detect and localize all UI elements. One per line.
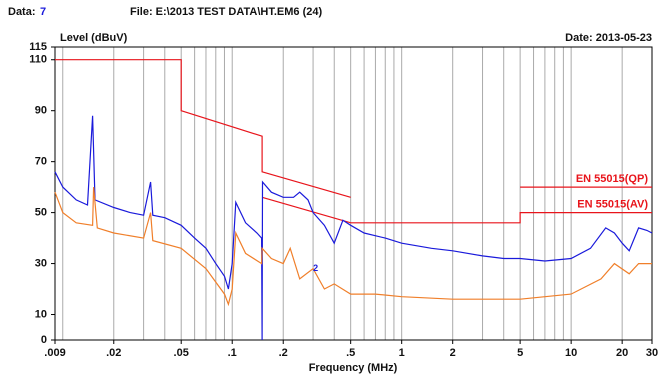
series-line [54,115,653,341]
y-tick-label: 30 [35,257,47,269]
y-tick-label: 70 [35,156,47,168]
x-tick-label: .5 [346,347,355,359]
x-tick-label: 30 [646,347,658,359]
x-tick-label: .2 [279,347,288,359]
header-data-label: Data: [8,6,36,18]
y-tick-label: 115 [29,41,47,53]
series-line [55,59,652,198]
limit-label: EN 55015(QP) [576,173,648,185]
plot-frame [54,46,653,341]
y-tick-label: 90 [35,105,47,117]
marker-label: 2 [313,263,318,273]
y-tick-label: 0 [41,334,47,346]
x-tick-label: 5 [517,347,523,359]
x-tick-label: .05 [174,347,189,359]
y-tick-label: 110 [29,54,47,66]
y-tick-label: 50 [35,207,47,219]
x-tick-label: .02 [106,347,121,359]
x-tick-label: .009 [44,347,65,359]
series-line [261,196,652,224]
x-axis-label: Frequency (MHz) [309,362,398,374]
x-tick-label: 20 [616,347,628,359]
header-data-value: 7 [40,6,46,18]
y-axis-label: Level (dBuV) [60,32,128,44]
y-tick-label: 10 [35,308,47,320]
x-tick-label: 1 [399,347,405,359]
header-file: File: E:\2013 TEST DATA\HT.EM6 (24) [130,6,322,18]
header-date: Date: 2013-05-23 [565,32,652,44]
x-tick-label: .1 [228,347,237,359]
limit-label: EN 55015(AV) [577,199,648,211]
x-tick-label: 2 [450,347,456,359]
series-line [54,187,652,307]
x-tick-label: 10 [565,347,577,359]
